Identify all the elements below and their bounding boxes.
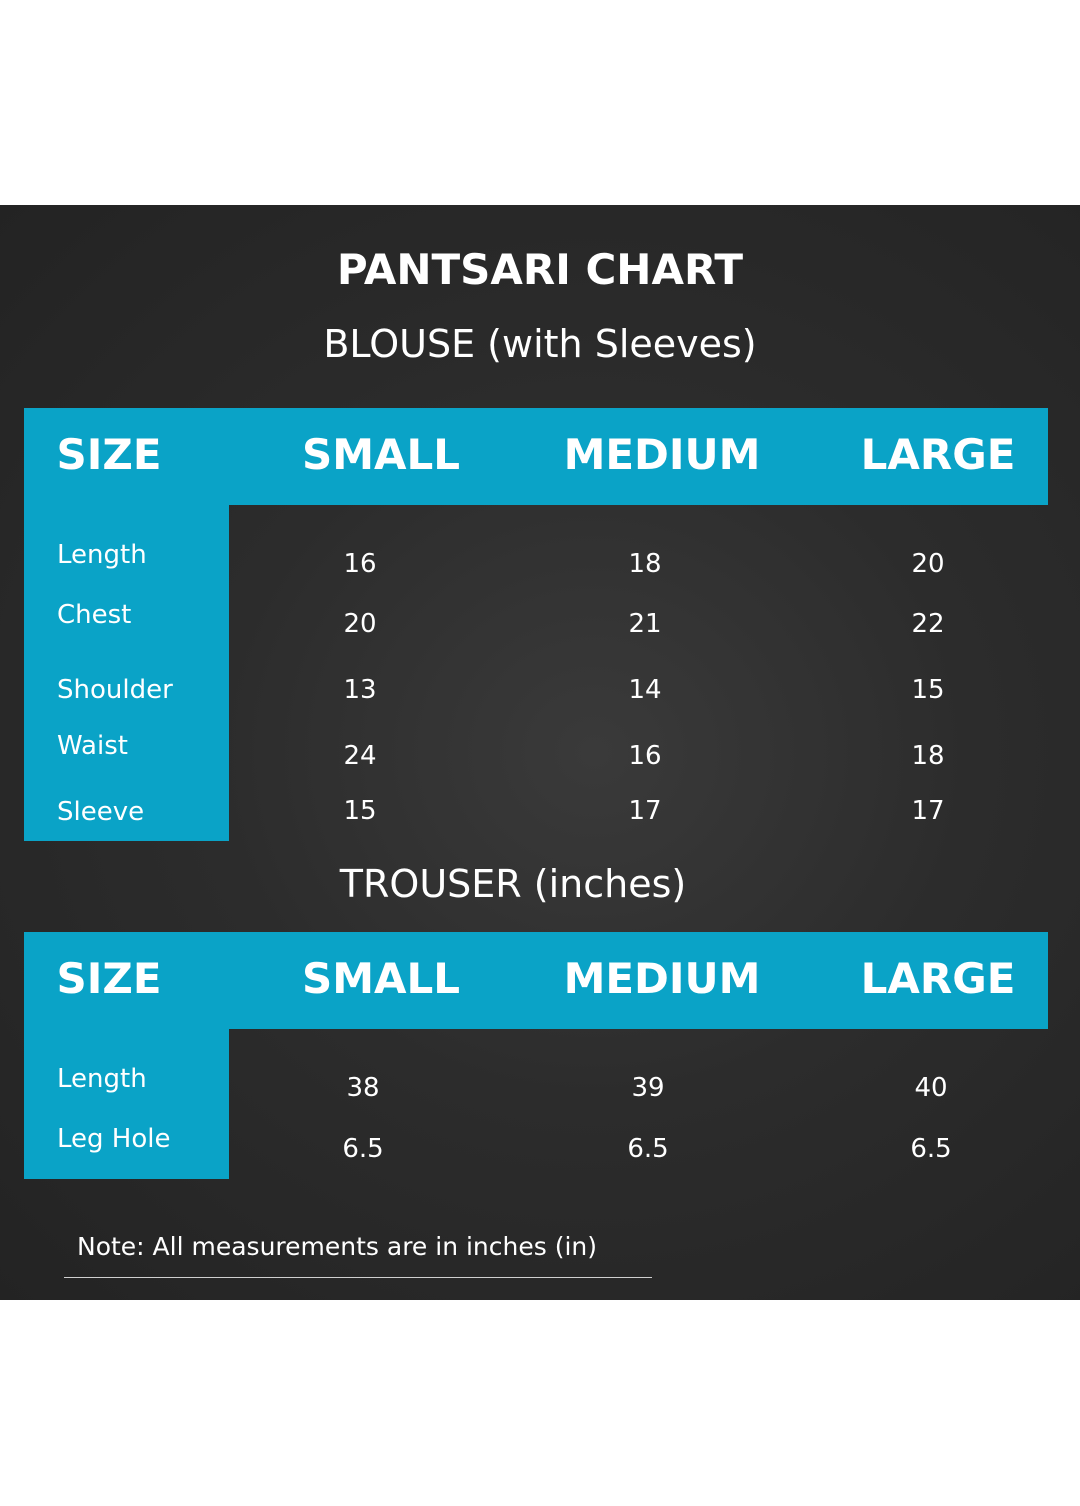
cell-large: 15 xyxy=(911,675,945,705)
cell-small: 24 xyxy=(343,741,377,771)
cell-medium: 16 xyxy=(628,741,662,771)
cell-medium: 39 xyxy=(631,1073,665,1103)
header-large: LARGE xyxy=(860,430,1016,479)
cell-medium: 17 xyxy=(628,796,662,826)
row-label: Waist xyxy=(57,731,128,761)
header-small: SMALL xyxy=(301,430,461,479)
cell-medium: 21 xyxy=(628,609,662,639)
cell-small: 15 xyxy=(343,796,377,826)
cell-small: 6.5 xyxy=(342,1134,384,1164)
trouser-header-row: SIZE SMALL MEDIUM LARGE xyxy=(24,932,1048,1029)
cell-small: 16 xyxy=(343,549,377,579)
row-label: Leg Hole xyxy=(57,1124,171,1154)
row-label: Length xyxy=(57,540,147,570)
cell-small: 13 xyxy=(343,675,377,705)
blouse-label-column xyxy=(24,505,229,841)
cell-small: 20 xyxy=(343,609,377,639)
note-underline xyxy=(64,1277,652,1278)
cell-large: 18 xyxy=(911,741,945,771)
measurement-note: Note: All measurements are in inches (in… xyxy=(77,1232,598,1261)
cell-large: 40 xyxy=(914,1073,948,1103)
header-large: LARGE xyxy=(860,954,1016,1003)
trouser-label-column xyxy=(24,1029,229,1179)
row-label: Sleeve xyxy=(57,797,145,827)
row-label: Length xyxy=(57,1064,147,1094)
cell-large: 22 xyxy=(911,609,945,639)
header-size: SIZE xyxy=(56,954,162,1003)
cell-large: 20 xyxy=(911,549,945,579)
row-label: Chest xyxy=(57,600,132,630)
blouse-heading: BLOUSE (with Sleeves) xyxy=(323,322,757,366)
cell-small: 38 xyxy=(346,1073,380,1103)
row-label: Shoulder xyxy=(57,675,173,705)
trouser-heading: TROUSER (inches) xyxy=(339,862,687,906)
cell-medium: 18 xyxy=(628,549,662,579)
header-medium: MEDIUM xyxy=(563,954,761,1003)
header-size: SIZE xyxy=(56,430,162,479)
cell-medium: 6.5 xyxy=(627,1134,669,1164)
header-small: SMALL xyxy=(301,954,461,1003)
header-medium: MEDIUM xyxy=(563,430,761,479)
chart-title: PANTSARI CHART xyxy=(336,245,744,294)
blouse-header-row: SIZE SMALL MEDIUM LARGE xyxy=(24,408,1048,505)
cell-large: 6.5 xyxy=(910,1134,952,1164)
cell-medium: 14 xyxy=(628,675,662,705)
cell-large: 17 xyxy=(911,796,945,826)
